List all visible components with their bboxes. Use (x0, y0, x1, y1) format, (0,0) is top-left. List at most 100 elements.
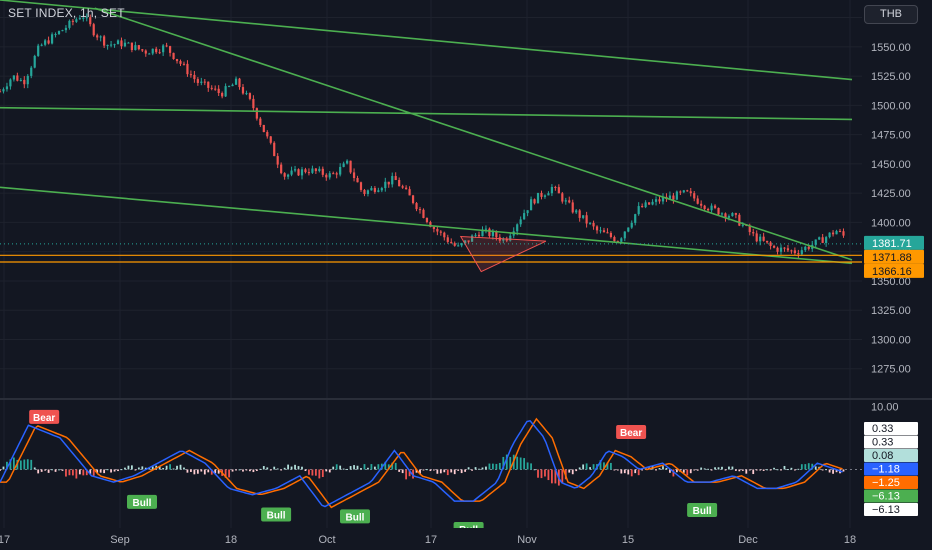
osc-hist-bar (23, 459, 26, 470)
osc-hist-bar (509, 457, 512, 470)
candle-body (536, 192, 540, 204)
signal-label: Bull (133, 498, 152, 509)
candle-body (248, 93, 252, 99)
osc-hist-bar (582, 464, 585, 470)
candle-body (96, 35, 99, 38)
candle-body (460, 243, 463, 246)
osc-hist-bar (467, 467, 470, 470)
osc-hist-bar (457, 469, 460, 471)
candle-body (398, 180, 401, 187)
candle-body (457, 245, 460, 247)
osc-value-label: 0.33 (872, 437, 893, 449)
osc-hist-bar (106, 469, 109, 471)
osc-hist-bar (179, 464, 182, 470)
signal-label: Bull (267, 510, 286, 521)
candle-body (266, 132, 269, 137)
candle-body (127, 42, 130, 44)
candle-body (564, 200, 567, 202)
candle-body (297, 169, 300, 176)
osc-hist-bar (453, 469, 456, 475)
osc-hist-bar (321, 469, 324, 478)
candle-body (533, 199, 536, 204)
osc-hist-bar (120, 469, 123, 471)
candle-body (800, 250, 803, 255)
osc-hist-bar (426, 469, 428, 471)
osc-hist-bar (259, 468, 262, 470)
candle-body (19, 79, 22, 81)
candle-body (85, 17, 88, 19)
osc-hist-bar (30, 459, 33, 470)
candle-body (762, 236, 765, 241)
currency-button[interactable]: THB (864, 5, 918, 24)
price-label-bg (864, 249, 924, 264)
candle-body (366, 190, 370, 195)
osc-hist-bar (842, 469, 845, 472)
osc-value-label-bg (864, 489, 918, 503)
candle-body (189, 74, 193, 76)
osc-hist-bar (526, 462, 529, 470)
osc-hist-bar (669, 469, 671, 473)
candle-body (661, 196, 665, 202)
triangle-pattern (459, 235, 547, 273)
candle-body (786, 248, 790, 251)
bull-signal-badge (687, 503, 718, 518)
candle-body (221, 93, 224, 97)
candle-body (186, 63, 189, 75)
osc-hist-bar (301, 466, 303, 470)
candle-body (741, 224, 744, 226)
osc-hist-bar (373, 466, 376, 470)
candle-body (790, 250, 793, 252)
osc-hist-bar (158, 466, 161, 470)
osc-hist-bar (703, 468, 706, 470)
candle-body (464, 240, 467, 244)
candle-body (550, 186, 554, 194)
candle-body (47, 40, 50, 44)
time-tick-label: Oct (318, 534, 335, 546)
price-label: 1381.71 (872, 238, 912, 250)
osc-hist-bar (634, 469, 637, 474)
osc-hist-bar (214, 469, 217, 474)
osc-hist-bar (405, 469, 408, 480)
osc-hist-bar (82, 469, 85, 476)
price-tick-label: 1475.00 (871, 130, 911, 142)
osc-hist-bar (124, 467, 126, 470)
candle-body (148, 53, 151, 55)
osc-hist-bar (328, 469, 331, 473)
signal-label: Bull (346, 512, 365, 523)
osc-hist-bar (367, 467, 369, 470)
candle-body (679, 191, 682, 193)
osc-hist-bar (252, 469, 255, 473)
osc-hist-bar (620, 469, 623, 474)
osc-hist-bar (131, 465, 133, 470)
candle-body (269, 136, 272, 143)
candle-body (620, 238, 623, 242)
osc-hist-bar (370, 464, 373, 470)
osc-hist-bar (738, 469, 741, 472)
candle-body (599, 230, 602, 232)
candle-body (68, 20, 71, 28)
candle-body (523, 213, 526, 220)
osc-hist-bar (717, 467, 720, 470)
candle-body (710, 205, 713, 211)
bull-signal-badge (261, 507, 292, 522)
time-tick-label: 15 (622, 534, 634, 546)
candle-body (71, 20, 74, 22)
candle-body (352, 172, 356, 179)
candle-body (238, 78, 241, 88)
osc-hist-bar (40, 469, 43, 472)
candle-body (172, 52, 175, 60)
osc-hist-bar (471, 469, 473, 471)
candle-body (634, 214, 637, 223)
candle-body (5, 86, 9, 90)
candle-body (252, 98, 255, 109)
osc-hist-bar (710, 469, 713, 471)
candle-body (40, 44, 43, 46)
bear-signal-badge (29, 409, 60, 424)
trend-line (0, 106, 853, 121)
osc-hist-bar (505, 454, 508, 470)
candle-body (12, 75, 15, 80)
price-label-bg (864, 235, 924, 250)
candle-body (318, 168, 321, 172)
candle-body (234, 78, 238, 85)
